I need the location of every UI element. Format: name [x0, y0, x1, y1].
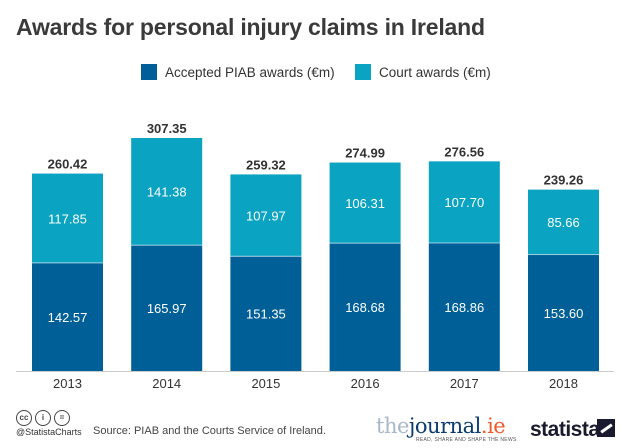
total-label-2013: 260.42: [48, 157, 88, 172]
legend-label-court: Court awards (€m): [379, 64, 491, 80]
source-note: Source: PIAB and the Courts Service of I…: [93, 425, 326, 437]
statista-logo: statista: [530, 418, 600, 441]
total-label-2014: 307.35: [147, 121, 187, 136]
bar-court-2017: [428, 161, 500, 243]
data-label-piab-2018: 153.60: [544, 306, 584, 321]
stacked-bar-chart: 142.57 117.85 260.42 2013 165.97 141.38 307.35…: [16, 121, 614, 391]
data-label-piab-2014: 165.97: [147, 301, 187, 316]
x-tick-label-2017: 2017: [450, 376, 479, 391]
data-label-piab-2015: 151.35: [246, 307, 286, 322]
total-label-2017: 276.56: [444, 144, 484, 159]
data-label-court-2015: 107.97: [246, 208, 286, 223]
segment-divider-2016: [329, 242, 401, 244]
data-label-court-2016: 106.31: [345, 196, 385, 211]
data-label-court-2018: 85.66: [547, 215, 580, 230]
data-label-court-2017: 107.70: [444, 195, 484, 210]
segment-divider-2018: [528, 254, 599, 256]
data-label-court-2014: 141.38: [147, 185, 187, 200]
journal-logo-the: the: [376, 414, 409, 438]
data-label-piab-2017: 168.86: [444, 300, 484, 315]
statista-logo-icon: [597, 419, 615, 437]
bar-court-2016: [329, 162, 401, 244]
segment-divider-2014: [131, 244, 203, 246]
data-label-piab-2016: 168.68: [345, 300, 385, 315]
total-label-2016: 274.99: [345, 146, 385, 161]
bar-court-2014: [131, 138, 203, 246]
journal-logo-journal: journal: [408, 414, 481, 438]
bar-piab-2017: [428, 242, 500, 371]
no-derivatives-icon: =: [54, 410, 70, 426]
bar-court-2018: [528, 189, 599, 255]
chart-legend: Accepted PIAB awards (€m) Court awards (…: [0, 64, 630, 84]
x-tick-label-2013: 2013: [53, 376, 82, 391]
journal-tagline: READ, SHARE AND SHAPE THE NEWS: [416, 437, 517, 443]
bar-piab-2013: [32, 262, 103, 371]
segment-divider-2015: [230, 255, 302, 257]
attribution-icon: i: [35, 410, 51, 426]
segment-divider-2017: [428, 242, 500, 244]
legend-swatch-piab: [141, 64, 157, 80]
footer: cc i = @StatistaCharts Source: PIAB and …: [0, 404, 630, 448]
data-label-court-2013: 117.85: [48, 211, 87, 226]
journal-logo-ie: .ie: [480, 414, 506, 438]
license-icons: cc i =: [16, 410, 70, 426]
legend-item-piab: Accepted PIAB awards (€m): [141, 64, 335, 80]
bar-piab-2014: [131, 245, 203, 371]
bar-piab-2015: [230, 256, 302, 371]
creative-commons-icon: cc: [16, 410, 32, 426]
statista-handle: @StatistaCharts: [16, 427, 82, 437]
x-tick-label-2015: 2015: [251, 376, 280, 391]
x-tick-label-2016: 2016: [351, 376, 380, 391]
total-label-2018: 239.26: [544, 173, 584, 188]
legend-swatch-court: [355, 64, 371, 80]
legend-item-court: Court awards (€m): [355, 64, 491, 80]
bar-piab-2018: [528, 254, 599, 371]
bar-court-2013: [32, 173, 103, 263]
x-tick-label-2014: 2014: [152, 376, 181, 391]
segment-divider-2013: [32, 262, 103, 264]
bar-piab-2016: [329, 243, 401, 371]
page-title: Awards for personal injury claims in Ire…: [16, 14, 485, 40]
x-tick-label-2018: 2018: [549, 376, 578, 391]
legend-label-piab: Accepted PIAB awards (€m): [165, 64, 335, 80]
data-label-piab-2013: 142.57: [48, 310, 88, 325]
bar-court-2015: [230, 174, 302, 257]
total-label-2015: 259.32: [246, 157, 286, 172]
thejournal-logo: thejournal.ie READ, SHARE AND SHAPE THE …: [376, 414, 517, 444]
